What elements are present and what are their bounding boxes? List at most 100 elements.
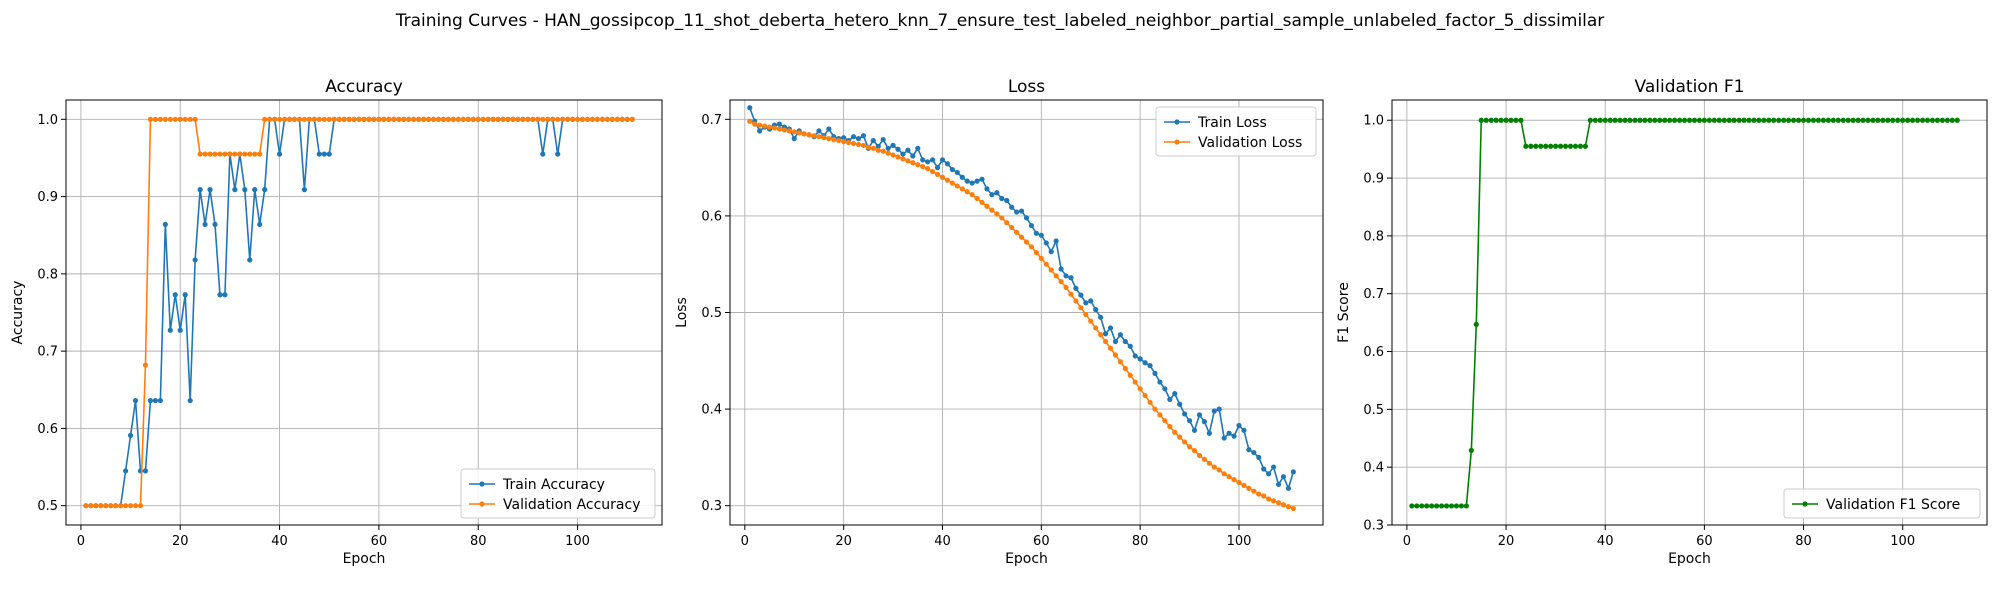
panel-validation-f1-series-validation-f1-score-point-2 [1414, 503, 1420, 509]
panel-loss-xtick-label-0: 0 [741, 534, 749, 549]
panel-loss-series-train-loss-point-59 [1033, 230, 1039, 236]
panel-validation-f1-series-validation-f1-score-point-77 [1786, 117, 1792, 123]
panel-validation-f1-series-validation-f1-score-point-28 [1543, 143, 1549, 149]
panel-accuracy-legend-entry-train-accuracy-label: Train Accuracy [502, 477, 605, 493]
panel-loss-series-train-loss-point-34 [910, 153, 916, 159]
panel-validation-f1-series-validation-f1-score-point-73 [1766, 117, 1772, 123]
panel-validation-f1-series-validation-f1-score-point-86 [1830, 117, 1836, 123]
panel-accuracy-series-validation-accuracy-line [85, 118, 633, 507]
panel-validation-f1-series-validation-f1-score-point-45 [1627, 117, 1633, 123]
panel-validation-f1-series-validation-f1-score-point-106 [1929, 117, 1936, 123]
panel-accuracy-series-validation-accuracy-point-110 [624, 116, 630, 122]
panel-loss-series-train-loss-point-88 [1177, 401, 1183, 407]
panel-loss-series-validation-loss-point-77 [1122, 365, 1128, 372]
panel-accuracy-series-validation-accuracy-point-87 [510, 116, 516, 122]
panel-accuracy-series-validation-accuracy-point-86 [505, 116, 511, 122]
panel-loss-series-validation-loss-point-31 [895, 154, 901, 160]
panel-accuracy-legend-entry-validation-accuracy: Validation Accuracy [469, 497, 641, 513]
panel-validation-f1-series-validation-f1-score [1409, 117, 1960, 509]
panel-loss-series-validation-loss-point-111 [1290, 505, 1296, 512]
panel-accuracy-series-validation-accuracy-point-16 [157, 116, 163, 122]
panel-accuracy-series-validation-accuracy-point-61 [381, 116, 387, 122]
panel-validation-f1-series-validation-f1-score-point-33 [1567, 143, 1574, 149]
panel-accuracy-series-validation-accuracy-point-80 [475, 116, 481, 122]
panel-accuracy-xtick-label-100: 100 [565, 534, 590, 549]
panel-accuracy-series-validation-accuracy-point-12 [137, 503, 144, 509]
panel-accuracy-series-train-accuracy-point-23 [192, 257, 198, 263]
panel-validation-f1-series-validation-f1-score-point-52 [1662, 117, 1668, 123]
panel-validation-f1-series-validation-f1-score-point-71 [1756, 117, 1762, 123]
panel-validation-f1-legend-entry-validation-f1-score-swatch-marker [1802, 501, 1808, 507]
panel-accuracy-series-validation-accuracy-point-59 [371, 116, 377, 122]
panel-loss-series-validation-loss-point-109 [1280, 502, 1287, 508]
panel-loss-series-train-loss-point-40 [939, 157, 946, 163]
panel-accuracy-ytick-label-1: 1.0 [37, 113, 58, 128]
panel-loss-series-validation-loss-point-61 [1043, 261, 1049, 267]
panel-accuracy-legend-entry-validation-accuracy-label: Validation Accuracy [503, 497, 641, 513]
panel-loss-series-train-loss-point-70 [1088, 298, 1094, 304]
panel-loss-legend-entry-train-loss-label: Train Loss [1197, 115, 1267, 131]
panel-accuracy-series-validation-accuracy-point-70 [425, 116, 432, 122]
panel-validation-f1-series-validation-f1-score-point-44 [1622, 117, 1628, 123]
panel-loss-series-validation-loss-point-11 [796, 130, 802, 136]
panel-accuracy-series-validation-accuracy-point-7 [113, 503, 119, 509]
panel-accuracy-ytick-label-0.9: 0.9 [37, 190, 58, 205]
panel-validation-f1-series-validation-f1-score-point-55 [1676, 117, 1683, 123]
panel-loss-series-validation-loss-point-4 [761, 123, 768, 129]
panel-loss-series-train-loss-point-54 [1009, 204, 1015, 210]
panel-accuracy-series-validation-accuracy-point-5 [103, 503, 109, 509]
panel-accuracy-series-validation-accuracy-point-8 [118, 503, 124, 509]
panel-accuracy-series-train-accuracy-point-16 [157, 397, 163, 404]
panel-validation-f1-series-validation-f1-score-point-100 [1900, 117, 1906, 123]
panel-loss-series-validation-loss-point-67 [1073, 298, 1079, 304]
panel-accuracy-series-train-accuracy-point-11 [132, 397, 139, 404]
panel-accuracy-series-validation-accuracy-point-2 [88, 503, 94, 509]
panel-loss-series-train-loss-point-32 [900, 151, 906, 157]
panel-loss-series-train-loss-point-69 [1083, 300, 1089, 306]
panel-loss-series-train-loss-point-75 [1112, 338, 1119, 345]
panel-validation-f1-series-validation-f1-score-point-104 [1919, 117, 1926, 123]
panel-accuracy-series-validation-accuracy-point-84 [495, 116, 501, 122]
panel-validation-f1-series-validation-f1-score-point-25 [1528, 143, 1534, 149]
panel-validation-f1-series-validation-f1-score-point-81 [1805, 117, 1812, 123]
panel-loss-series-validation-loss-point-96 [1216, 467, 1222, 473]
panel-accuracy-series-validation-accuracy-point-1 [83, 503, 89, 509]
panel-accuracy-series-validation-accuracy-point-19 [172, 116, 178, 122]
panel-validation-f1-series-validation-f1-score-point-49 [1647, 117, 1653, 123]
panel-loss-series-validation-loss-point-42 [949, 180, 955, 186]
panel-loss-series-validation-loss-point-64 [1058, 278, 1064, 285]
panel-validation-f1-series-validation-f1-score-point-59 [1696, 117, 1703, 123]
panel-accuracy-series-validation-accuracy-point-50 [326, 116, 332, 122]
panel-accuracy-series-train-accuracy-point-9 [123, 468, 129, 474]
panel-validation-f1-xtick-label-0: 0 [1403, 534, 1411, 549]
panel-loss-series-validation-loss-point-54 [1009, 224, 1015, 231]
panel-accuracy-xlabel: Epoch [343, 551, 386, 567]
panel-loss-series-validation-loss-point-22 [850, 140, 857, 147]
panel-loss-series-validation-loss-point-82 [1147, 399, 1153, 405]
panel-accuracy-series-train-accuracy-point-14 [147, 397, 154, 404]
panel-loss-series-validation-loss-point-68 [1078, 305, 1084, 311]
panel-loss-series-validation-loss-point-55 [1014, 229, 1020, 235]
panel-loss-series-validation-loss-point-17 [826, 136, 832, 142]
panel-loss-series-train-loss-point-58 [1028, 222, 1035, 229]
panel-validation-f1-series-validation-f1-score-point-11 [1458, 503, 1465, 509]
panel-accuracy-series-validation-accuracy-point-54 [346, 116, 352, 122]
panel-validation-f1-series-validation-f1-score-point-110 [1949, 117, 1955, 123]
panel-validation-f1-series-validation-f1-score-point-30 [1553, 143, 1559, 149]
panel-validation-f1-xlabel: Epoch [1668, 551, 1711, 567]
panel-loss-series-train-loss-point-27 [875, 143, 881, 149]
panel-loss-series-train-loss-point-29 [885, 145, 891, 151]
panel-accuracy-series-validation-accuracy-point-85 [500, 116, 506, 122]
panel-loss-series-validation-loss-point-12 [801, 131, 807, 137]
panel-accuracy-series-validation-accuracy-point-101 [579, 116, 586, 122]
panel-accuracy-series-validation-accuracy-point-47 [311, 116, 317, 122]
panel-validation-f1-series-validation-f1-score-point-18 [1493, 117, 1499, 123]
panel-loss-series-train-loss-point-22 [850, 134, 857, 140]
panel-accuracy-series-validation-accuracy-point-40 [276, 116, 283, 122]
panel-loss-series-validation-loss-point-99 [1231, 477, 1237, 483]
panel-validation-f1-legend-entry-validation-f1-score-label: Validation F1 Score [1826, 497, 1960, 513]
panel-loss-series-validation-loss-point-72 [1098, 332, 1104, 338]
panel-loss-series-train-loss-point-51 [994, 190, 1000, 196]
panel-validation-f1-series-validation-f1-score-point-24 [1523, 143, 1529, 149]
panel-loss-series-train-loss-point-63 [1053, 238, 1059, 244]
